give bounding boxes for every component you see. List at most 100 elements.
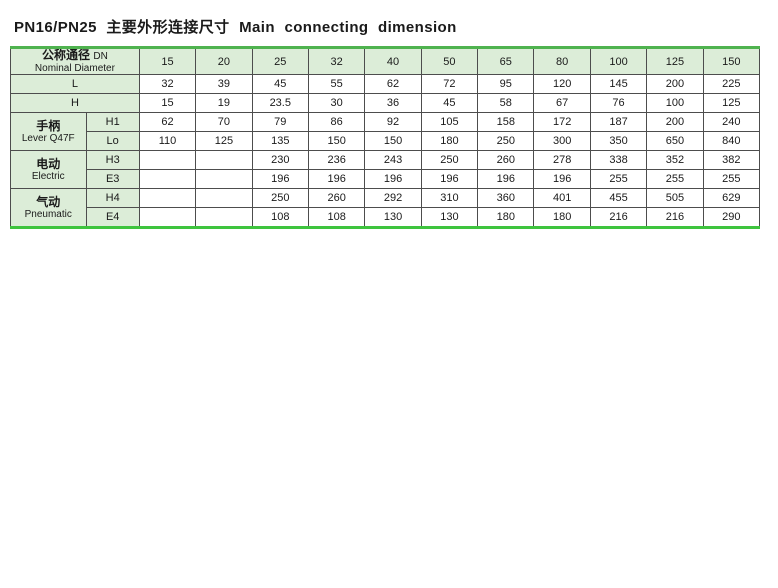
dim-cell: 401 [533, 188, 591, 208]
dim-cell: 216 [646, 207, 704, 228]
dim-cell: 225 [702, 74, 761, 94]
dim-cell [138, 150, 197, 170]
dim-cell: 92 [364, 112, 422, 132]
dim-cell: 260 [307, 188, 366, 208]
dim-cell: 70 [195, 112, 253, 132]
dim-cell [195, 150, 253, 170]
dim-cell: 158 [477, 112, 535, 132]
dim-cell: 72 [420, 74, 479, 94]
dim-cell: 629 [702, 188, 761, 208]
dim-cell [195, 169, 253, 189]
dim-cell [195, 188, 253, 208]
group-lever-cell: 手柄 Lever Q47F [10, 112, 87, 151]
dim-cell: 58 [477, 93, 535, 113]
dim-cell: 180 [533, 207, 591, 228]
group-electric-en: Electric [31, 170, 65, 182]
dim-cell: 62 [138, 112, 197, 132]
dim-cell: 100 [646, 93, 704, 113]
dim-cell: 840 [702, 131, 761, 151]
dim-cell [138, 188, 197, 208]
dim-cell: 108 [307, 207, 366, 228]
group-pneumatic-zh: 气动 [36, 194, 61, 209]
dim-cell: 180 [477, 207, 535, 228]
dim-cell: 352 [646, 150, 704, 170]
row-label-E3: E3 [85, 169, 140, 189]
dim-cell: 145 [589, 74, 648, 94]
page-title: PN16/PN25 主要外形连接尺寸 Main connecting dimen… [14, 19, 457, 36]
dim-cell: 250 [251, 188, 309, 208]
main-connecting-dimension-table: 公称通径 DN Nominal Diameter 15 20 25 32 40 … [10, 46, 761, 229]
dim-cell: 216 [589, 207, 648, 228]
dim-cell: 45 [251, 74, 309, 94]
dn-header-cell: 150 [702, 47, 761, 75]
dim-cell: 350 [589, 131, 648, 151]
row-H3: 电动 Electric H3 230 236 243 250 260 278 3… [10, 150, 761, 189]
dim-cell: 338 [589, 150, 648, 170]
dim-cell: 19 [195, 93, 253, 113]
row-label-H4: H4 [85, 188, 140, 208]
dn-header-cell: 100 [589, 47, 648, 75]
group-lever-en: Lever Q47F [21, 132, 75, 144]
dim-cell: 130 [364, 207, 422, 228]
dim-cell: 62 [364, 74, 422, 94]
dn-header-cell: 50 [420, 47, 479, 75]
dim-cell: 260 [477, 150, 535, 170]
row-L: L 32 39 45 55 62 72 95 120 145 200 225 [10, 74, 761, 94]
row-H: H 15 19 23.5 30 36 45 58 67 76 100 125 [10, 93, 761, 113]
dim-cell: 255 [646, 169, 704, 189]
dim-cell: 76 [589, 93, 648, 113]
dim-cell: 187 [589, 112, 648, 132]
dn-header-cell: 125 [646, 47, 704, 75]
group-lever-zh: 手柄 [36, 118, 61, 133]
dim-cell: 95 [477, 74, 535, 94]
dim-cell: 172 [533, 112, 591, 132]
dim-cell [138, 207, 197, 228]
dim-cell: 250 [477, 131, 535, 151]
row-label-H: H [10, 93, 140, 113]
corner-zh-label: 公称通径 DN [42, 48, 108, 63]
row-label-Lo: Lo [85, 131, 140, 151]
dim-cell: 505 [646, 188, 704, 208]
dim-cell: 150 [364, 131, 422, 151]
dn-header-cell: 25 [251, 47, 309, 75]
dim-cell: 200 [646, 74, 704, 94]
dim-cell: 360 [477, 188, 535, 208]
dim-cell: 150 [307, 131, 366, 151]
dim-cell: 196 [251, 169, 309, 189]
dim-cell: 108 [251, 207, 309, 228]
dim-cell: 130 [420, 207, 479, 228]
dim-cell: 310 [420, 188, 479, 208]
dn-header-cell: 40 [364, 47, 422, 75]
dim-cell [195, 207, 253, 228]
dim-cell: 196 [420, 169, 479, 189]
dim-cell: 105 [420, 112, 479, 132]
dim-cell: 230 [251, 150, 309, 170]
row-H4: 气动 Pneumatic H4 250 260 292 310 360 401 … [10, 188, 761, 228]
dim-cell: 196 [477, 169, 535, 189]
dim-cell: 125 [195, 131, 253, 151]
dim-cell: 255 [589, 169, 648, 189]
dim-cell: 135 [251, 131, 309, 151]
dim-cell: 196 [364, 169, 422, 189]
dim-cell: 180 [420, 131, 479, 151]
dim-cell: 39 [195, 74, 253, 94]
table-header-row: 公称通径 DN Nominal Diameter 15 20 25 32 40 … [10, 47, 761, 75]
dim-cell: 120 [533, 74, 591, 94]
row-label-H3: H3 [85, 150, 140, 170]
dim-cell: 650 [646, 131, 704, 151]
dim-cell: 243 [364, 150, 422, 170]
dim-cell: 455 [589, 188, 648, 208]
row-label-H1: H1 [85, 112, 140, 132]
row-H1: 手柄 Lever Q47F H1 62 70 79 86 92 105 158 … [10, 112, 761, 151]
dim-cell: 196 [307, 169, 366, 189]
dim-cell: 45 [420, 93, 479, 113]
dim-cell: 30 [307, 93, 366, 113]
dim-cell: 86 [307, 112, 366, 132]
corner-header-cell: 公称通径 DN Nominal Diameter [10, 47, 140, 75]
dim-cell [138, 169, 197, 189]
row-E4: E4 108 108 130 130 180 180 216 216 290 [11, 207, 761, 228]
dim-cell: 15 [138, 93, 197, 113]
dim-cell: 32 [138, 74, 197, 94]
dim-cell: 23.5 [251, 93, 309, 113]
